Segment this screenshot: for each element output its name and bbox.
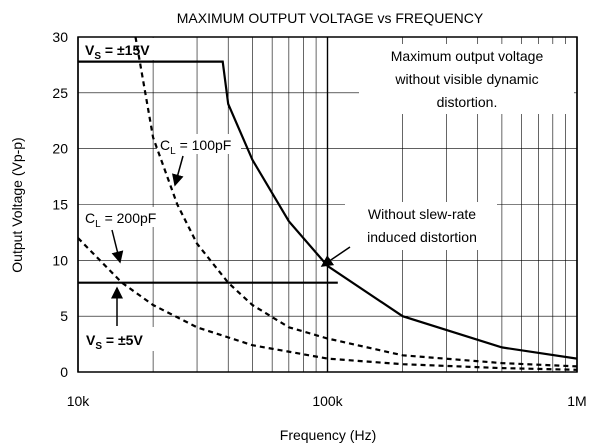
y-axis-label: Output Voltage (Vp-p) — [9, 137, 25, 272]
annotation-main: V — [85, 42, 95, 58]
x-tick-label: 1M — [567, 393, 586, 409]
annotation: distortion. — [437, 94, 498, 110]
annotation-background — [157, 134, 241, 154]
annotation-rest: = ±5V — [102, 332, 143, 348]
annotation-arrow — [320, 246, 351, 267]
annotation-main: V — [86, 332, 96, 348]
annotation-rest: = ±15V — [101, 42, 150, 58]
annotation-background — [82, 327, 154, 351]
y-tick-label: 20 — [52, 141, 68, 157]
annotation-rest: = 200pF — [101, 210, 157, 226]
annotation-background — [359, 44, 574, 114]
annotation-sub: S — [95, 341, 102, 352]
annotation-background — [82, 38, 158, 60]
annotation: induced distortion — [367, 229, 477, 245]
series-line — [78, 60, 577, 360]
annotation: Without slew-rate — [368, 206, 476, 222]
series-group — [78, 37, 577, 371]
x-tick-label: 10k — [67, 393, 91, 409]
annotation-main: C — [160, 137, 170, 153]
chart-title: MAXIMUM OUTPUT VOLTAGE vs FREQUENCY — [177, 10, 484, 26]
annotation-background — [345, 202, 497, 250]
annotation: VS = ±5V — [86, 332, 143, 352]
annotation-rest: = 100pF — [176, 137, 232, 153]
annotation: Maximum output voltage — [391, 48, 544, 64]
annotation-arrow — [172, 155, 184, 187]
y-tick-label: 0 — [60, 364, 68, 380]
y-tick-label: 5 — [60, 308, 68, 324]
series-line — [134, 37, 577, 368]
annotation-main: C — [85, 210, 95, 226]
y-tick-label: 30 — [52, 29, 68, 45]
annotation: without visible dynamic — [394, 71, 538, 87]
annotation: VS = ±15V — [85, 42, 150, 62]
annotation-sub: L — [95, 219, 101, 230]
x-tick-label: 100k — [312, 393, 343, 409]
annotation: CL = 100pF — [160, 137, 231, 157]
annotation-arrow — [111, 229, 124, 264]
series-line — [78, 237, 577, 371]
y-tick-label: 25 — [52, 85, 68, 101]
x-axis-label: Frequency (Hz) — [280, 427, 376, 443]
annotation-sub: S — [94, 51, 101, 62]
annotation-sub: L — [170, 146, 176, 157]
plot-frame — [77, 36, 578, 373]
y-tick-label: 15 — [52, 197, 68, 213]
annotation-background — [82, 207, 168, 227]
annotation: CL = 200pF — [85, 210, 156, 230]
y-tick-label: 10 — [52, 252, 68, 268]
